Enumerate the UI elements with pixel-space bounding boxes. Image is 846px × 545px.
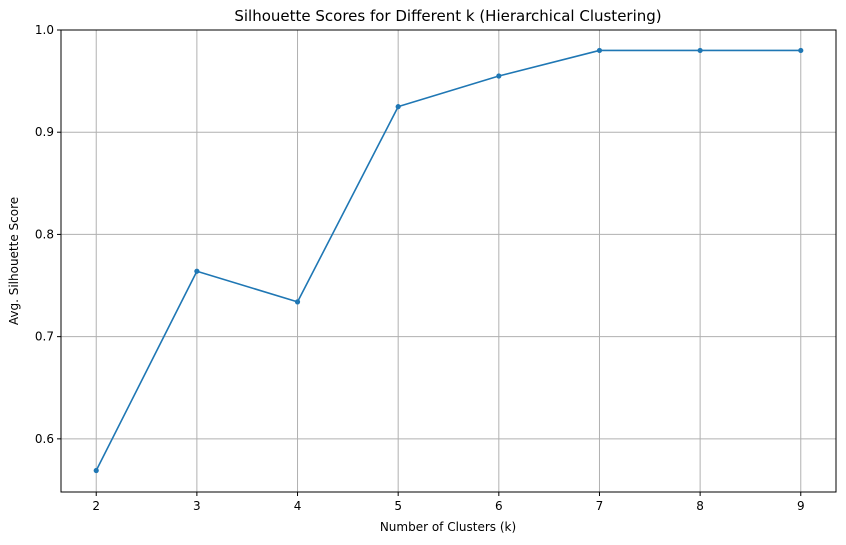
x-tick-label: 4 [294,499,302,513]
x-axis-ticks: 2 3 4 5 6 7 8 9 [92,492,805,513]
data-point [496,73,502,79]
y-axis-label: Avg. Silhouette Score [7,197,21,325]
data-point [395,104,401,110]
y-tick-label: 1.0 [35,23,54,37]
x-tick-label: 8 [696,499,704,513]
data-point [294,299,301,305]
x-axis-label: Number of Clusters (k) [380,520,516,534]
x-tick-label: 2 [92,499,100,513]
x-tick-label: 6 [495,499,503,513]
x-tick-label: 5 [394,499,402,513]
data-point [697,47,703,54]
data-point [596,47,603,54]
chart-title: Silhouette Scores for Different k (Hiera… [234,7,661,25]
data-point [93,467,99,474]
x-tick-label: 7 [596,499,604,513]
series-line [95,49,802,472]
y-tick-label: 0.6 [35,432,54,446]
plot-area-frame [60,29,837,493]
data-point [798,47,804,54]
series-layer [93,47,804,474]
y-tick-label: 0.8 [35,227,54,241]
x-tick-label: 3 [193,499,201,513]
y-axis-ticks: 0.6 0.7 0.8 0.9 1.0 [35,23,61,446]
y-tick-label: 0.9 [35,125,54,139]
y-tick-label: 0.7 [35,330,54,344]
x-tick-label: 9 [797,499,805,513]
data-point [194,268,200,274]
